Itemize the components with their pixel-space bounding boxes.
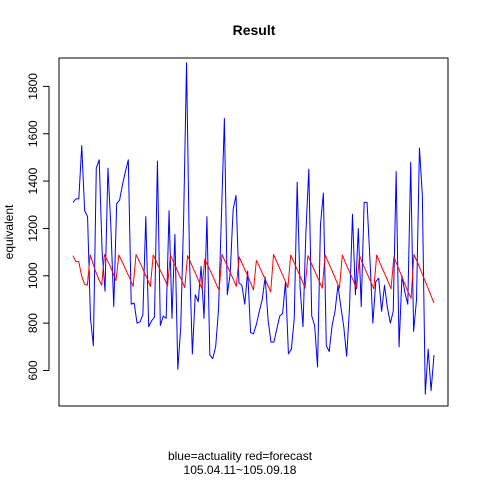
y-axis: 600 800 1000 1200 1400 1600 1800 (26, 73, 50, 381)
subtitle-line-2: 105.04.11~105.09.18 (183, 463, 297, 477)
series-line-actuality (72, 62, 435, 395)
y-tick-label: 1400 (26, 167, 40, 194)
plot-lines (72, 62, 435, 395)
y-tick-label: 1200 (26, 215, 40, 242)
y-axis-label: equivalent (2, 204, 16, 259)
y-tick-label: 800 (26, 313, 40, 333)
y-tick-label: 1800 (26, 73, 40, 100)
subtitle-line-1: blue=actuality red=forecast (167, 449, 313, 463)
plot-frame (58, 57, 449, 407)
chart-title: Result (233, 22, 276, 38)
y-tick-label: 1600 (26, 120, 40, 147)
y-tick-label: 1000 (26, 262, 40, 289)
y-tick-label: 600 (26, 360, 40, 380)
series-line-forecast (72, 253, 435, 304)
